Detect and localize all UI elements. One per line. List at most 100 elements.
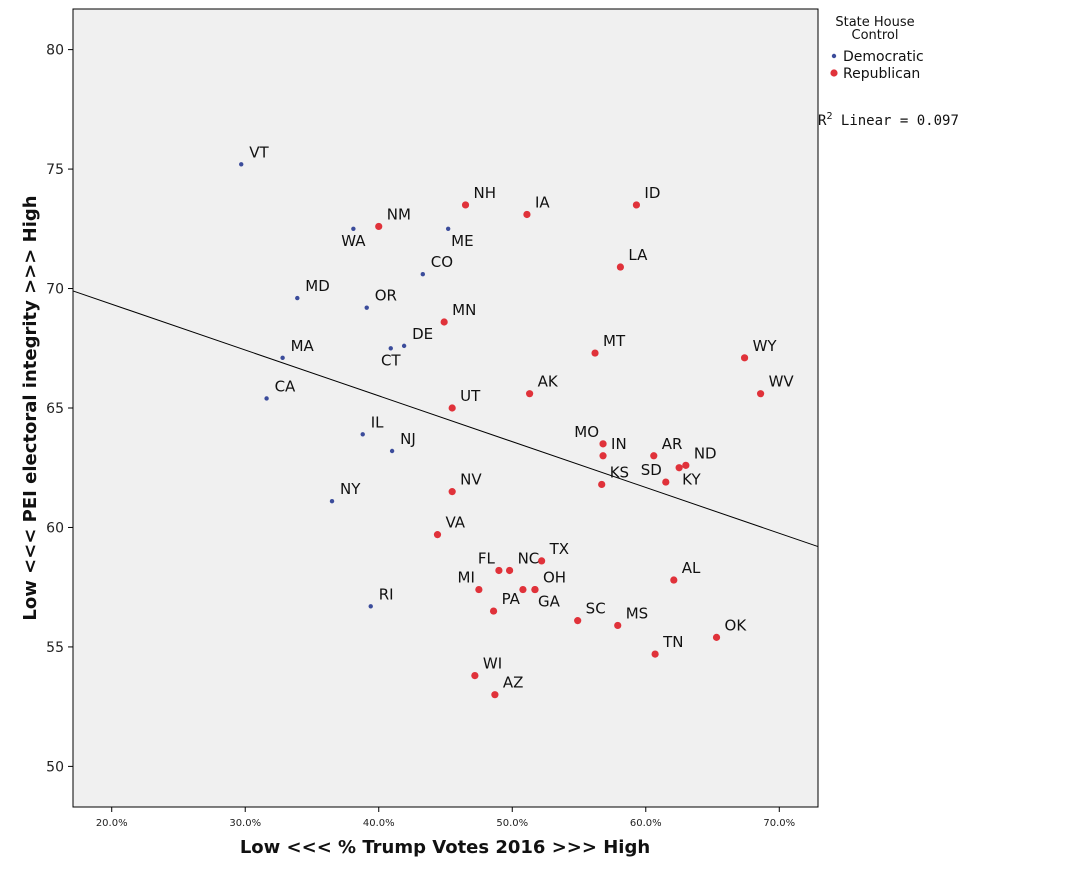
point-unlabeled-republican	[519, 585, 527, 594]
point-me-democratic	[445, 226, 451, 232]
point-label-ky: KY	[682, 471, 701, 489]
point-wy-republican	[740, 354, 749, 362]
point-mo-republican	[599, 440, 607, 448]
legend-title-line1: State House	[835, 15, 914, 30]
point-label-wi: WI	[483, 655, 502, 673]
y-axis: 50 55 60 65 70 75 80	[46, 43, 73, 775]
point-ny-democratic	[329, 498, 335, 504]
x-tick-label: 40.0%	[363, 818, 395, 829]
point-label-la: LA	[628, 246, 648, 264]
data-points	[239, 162, 765, 699]
point-label-in: IN	[611, 435, 627, 453]
y-tick-label: 50	[46, 759, 64, 775]
r2-superscript: 2	[826, 111, 832, 122]
x-tick-label: 30.0%	[229, 818, 261, 829]
point-de-democratic	[401, 343, 407, 349]
x-axis-title: Low <<< % Trump Votes 2016 >>> High	[240, 837, 650, 858]
point-nv-republican	[448, 488, 456, 496]
point-label-wy: WY	[753, 337, 778, 355]
point-az-republican	[491, 691, 499, 699]
point-ca-democratic	[264, 396, 269, 401]
point-label-or: OR	[375, 287, 397, 305]
point-la-republican	[616, 263, 625, 271]
x-tick-label: 50.0%	[496, 818, 528, 829]
y-tick-label: 80	[46, 43, 64, 59]
point-label-il: IL	[371, 413, 384, 431]
point-label-ri: RI	[379, 585, 394, 603]
point-label-ms: MS	[626, 604, 648, 622]
point-wv-republican	[756, 390, 765, 398]
y-tick-label: 60	[46, 520, 64, 536]
point-label-ia: IA	[535, 193, 550, 211]
point-mi-republican	[475, 585, 483, 594]
point-ak-republican	[526, 390, 534, 398]
point-label-az: AZ	[503, 674, 524, 692]
point-tn-republican	[651, 650, 659, 658]
point-ma-democratic	[280, 355, 285, 361]
point-label-ny: NY	[340, 480, 361, 498]
x-axis: 20.0% 30.0% 40.0% 50.0% 60.0% 70.0%	[96, 807, 795, 829]
r2-value: Linear = 0.097	[832, 113, 958, 129]
point-label-mt: MT	[603, 332, 626, 350]
legend-marker-democratic	[831, 53, 837, 59]
point-label-tx: TX	[549, 540, 569, 558]
y-axis-title: Low <<< PEI electoral integrity >>> High	[20, 195, 41, 620]
point-label-vt: VT	[249, 143, 269, 161]
point-nd-republican	[682, 461, 690, 469]
point-il-democratic	[360, 432, 365, 437]
legend: State House Control Democratic Republica…	[830, 15, 924, 82]
point-label-sc: SC	[586, 600, 606, 618]
point-ga-republican	[531, 585, 539, 594]
x-tick-label: 60.0%	[630, 818, 662, 829]
point-al-republican	[670, 576, 678, 584]
point-label-nj: NJ	[400, 430, 416, 448]
legend-marker-republican	[830, 69, 838, 77]
y-tick-label: 75	[46, 162, 64, 178]
point-tx-republican	[538, 557, 546, 565]
x-tick-label: 20.0%	[96, 818, 128, 829]
point-label-ut: UT	[460, 387, 481, 405]
point-label-mo: MO	[574, 423, 599, 441]
point-ok-republican	[712, 633, 721, 641]
point-label-nh: NH	[474, 184, 497, 202]
point-label-ak: AK	[538, 373, 559, 391]
y-tick-label: 55	[46, 640, 64, 656]
legend-label-democratic: Democratic	[843, 49, 924, 65]
point-label-al: AL	[682, 559, 701, 577]
point-label-ks: KS	[610, 463, 629, 481]
point-labels: VT WA ME CO MD OR DE CT MA CA IL NJ NY RI NM NH IA ID LA MN…	[249, 143, 794, 691]
y-tick-label: 70	[46, 282, 64, 298]
point-label-wv: WV	[769, 373, 795, 391]
point-ut-republican	[448, 404, 456, 412]
fit-line-group	[72, 290, 819, 548]
point-label-ma: MA	[291, 337, 315, 355]
point-sc-republican	[574, 617, 582, 625]
point-label-ok: OK	[725, 616, 748, 634]
legend-title-line2: Control	[852, 28, 899, 43]
point-label-wa: WA	[341, 232, 366, 250]
point-fl-republican	[495, 566, 503, 575]
point-label-pa: PA	[502, 590, 521, 608]
x-tick-label: 70.0%	[763, 818, 795, 829]
r2-prefix: R	[818, 113, 827, 129]
point-label-de: DE	[412, 325, 433, 343]
point-nc-republican	[505, 566, 514, 575]
point-md-democratic	[295, 295, 300, 301]
point-vt-democratic	[239, 162, 244, 167]
point-or-democratic	[364, 305, 369, 310]
point-label-nc: NC	[518, 549, 540, 567]
point-label-ar: AR	[662, 435, 683, 453]
point-label-nv: NV	[460, 471, 482, 489]
point-id-republican	[632, 201, 641, 209]
point-label-fl: FL	[478, 549, 496, 567]
r2-annotation: R2 Linear = 0.097	[818, 111, 959, 129]
point-label-va: VA	[445, 514, 465, 532]
point-ky-republican	[675, 464, 683, 472]
point-label-co: CO	[431, 253, 453, 271]
point-label-ca: CA	[275, 377, 296, 395]
point-wa-democratic	[351, 226, 356, 232]
point-wi-republican	[471, 671, 479, 680]
point-label-ct: CT	[381, 351, 401, 369]
point-pa-republican	[489, 607, 498, 615]
